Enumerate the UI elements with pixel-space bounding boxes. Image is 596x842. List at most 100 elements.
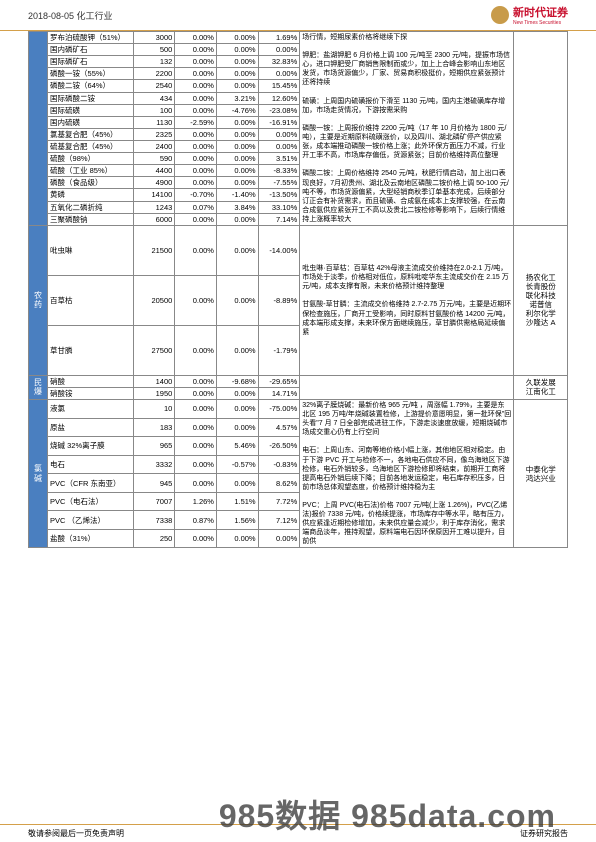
pct-2: 0.00% [216,474,258,493]
price-value: 1130 [133,116,175,128]
pct-2: -0.57% [216,455,258,474]
pct-1: 0.00% [175,474,217,493]
pct-2: 0.00% [216,225,258,275]
product-name: 硝酸铵 [48,387,134,399]
pct-3: 33.10% [258,201,300,213]
product-name: 国际磷酸二铵 [48,92,134,104]
pct-3: -14.00% [258,225,300,275]
remark-cell [300,375,514,399]
pct-1: 0.00% [175,80,217,92]
product-name: 草甘膦 [48,325,134,375]
pct-2: 0.00% [216,399,258,418]
pct-3: 0.00% [258,128,300,140]
pct-2: 0.00% [216,153,258,165]
price-value: 100 [133,104,175,116]
category-cell: 民爆 [29,375,48,399]
price-value: 4400 [133,165,175,177]
pct-1: 0.87% [175,511,217,530]
pct-3: -0.83% [258,455,300,474]
pct-1: 0.00% [175,225,217,275]
pct-1: 0.00% [175,92,217,104]
price-value: 590 [133,153,175,165]
product-name: 液氯 [48,399,134,418]
remark-cell: 吡虫啉·百草枯：百草枯 42%母液主流成交价维持在2.0-2.1 万/吨，市场处… [300,225,514,375]
pct-3: -13.50% [258,189,300,201]
product-name: 五氧化二磷折纯 [48,201,134,213]
pct-3: -8.89% [258,275,300,325]
product-name: PVC （乙烯法） [48,511,134,530]
main-table-area: 罗布泊硫酸钾（51%） 3000 0.00% 0.00% 1.69%场行情，短期… [0,31,596,548]
product-name: PVC（CFR 东南亚） [48,474,134,493]
pct-2: -9.68% [216,375,258,387]
brand-logo-icon [491,6,509,24]
pct-3: 0.00% [258,68,300,80]
price-value: 2400 [133,140,175,152]
price-value: 500 [133,44,175,56]
pct-3: 14.71% [258,387,300,399]
pct-2: 5.46% [216,437,258,456]
pct-2: 0.00% [216,213,258,225]
pct-1: -2.59% [175,116,217,128]
watermark: 985数据 985data.com [219,791,556,837]
pct-2: 0.00% [216,275,258,325]
price-value: 965 [133,437,175,456]
pct-2: 0.00% [216,177,258,189]
pct-2: 3.21% [216,92,258,104]
pct-3: -75.00% [258,399,300,418]
product-name: 硫酸（工业 85%） [48,165,134,177]
pct-1: 0.00% [175,437,217,456]
product-name: 罗布泊硫酸钾（51%） [48,32,134,44]
product-name: PVC（电石法） [48,492,134,511]
pct-3: 7.14% [258,213,300,225]
pct-3: 15.45% [258,80,300,92]
pct-3: 3.51% [258,153,300,165]
pct-3: 12.60% [258,92,300,104]
pct-1: 0.00% [175,128,217,140]
pct-3: 0.00% [258,44,300,56]
price-value: 3332 [133,455,175,474]
pct-1: 0.00% [175,68,217,80]
price-value: 1950 [133,387,175,399]
product-name: 磷酸（食品级） [48,177,134,189]
pct-1: 0.00% [175,455,217,474]
pct-3: 0.00% [258,140,300,152]
pct-1: 0.00% [175,140,217,152]
pct-1: -0.70% [175,189,217,201]
pct-3: 1.69% [258,32,300,44]
pct-2: 0.00% [216,68,258,80]
pct-1: 0.00% [175,56,217,68]
product-name: 盐酸（31%） [48,529,134,548]
pct-2: 0.00% [216,529,258,548]
brand-cn: 新时代证券 [513,7,568,19]
product-name: 黄磷 [48,189,134,201]
pct-2: 0.00% [216,140,258,152]
pct-2: 0.00% [216,128,258,140]
pct-3: 7.12% [258,511,300,530]
price-value: 21500 [133,225,175,275]
pct-3: -1.79% [258,325,300,375]
product-name: 硝酸 [48,375,134,387]
brand-en: New Times Securities [513,20,568,26]
remark-cell: 32%离子膜烧碱：最新价格 965 元/吨 ，周涨幅 1.79%，主要是东北区 … [300,399,514,548]
pct-1: 0.00% [175,44,217,56]
pct-3: 4.57% [258,418,300,437]
price-value: 1243 [133,201,175,213]
pct-2: 0.00% [216,80,258,92]
price-value: 3000 [133,32,175,44]
price-value: 20500 [133,275,175,325]
pct-3: -29.65% [258,375,300,387]
stock-cell [514,32,568,226]
pct-2: 0.00% [216,116,258,128]
header-date-title: 2018-08-05 化工行业 [28,9,113,22]
product-name: 电石 [48,455,134,474]
pct-2: 0.00% [216,165,258,177]
price-value: 10 [133,399,175,418]
stock-cell: 久联发展江南化工 [514,375,568,399]
pct-1: 0.00% [175,387,217,399]
product-name: 国际磷矿石 [48,56,134,68]
pct-3: -23.08% [258,104,300,116]
footer-left: 敬请参阅最后一页免责声明 [28,828,124,839]
pct-1: 0.07% [175,201,217,213]
pct-1: 0.00% [175,177,217,189]
pct-1: 0.00% [175,399,217,418]
